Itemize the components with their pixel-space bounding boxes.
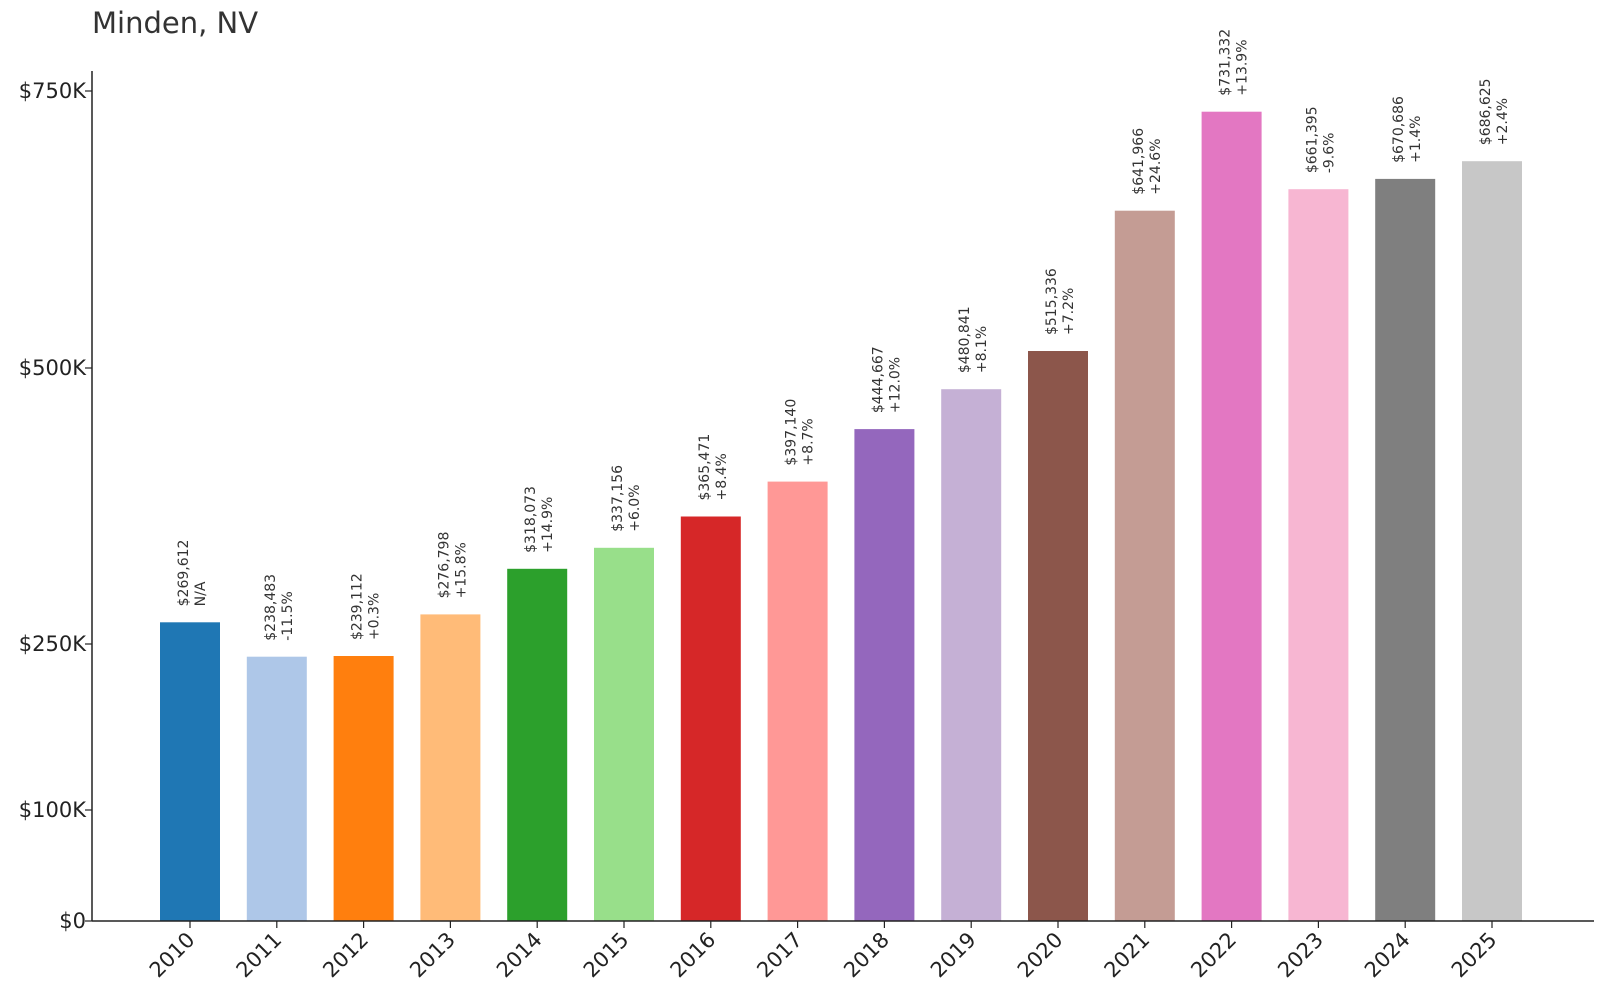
bar-2020 — [1028, 351, 1088, 921]
x-tick-label: 2019 — [926, 928, 981, 983]
data-labels-layer: $269,612 N/A $238,483 -11.5% $239,112 +0.3% $2… — [176, 29, 1511, 641]
bar-2016 — [680, 516, 741, 921]
value-label: $238,483 — [263, 574, 279, 641]
value-label: $239,112 — [350, 573, 366, 640]
value-label: $670,686 — [1391, 96, 1407, 163]
x-tick-label: 2020 — [1013, 928, 1068, 983]
change-label: +8.1% — [974, 326, 990, 373]
value-label: $365,471 — [697, 434, 713, 501]
bar-2011 — [246, 656, 307, 921]
x-tick-label: 2011 — [232, 928, 287, 983]
x-tick-label: 2023 — [1273, 928, 1328, 983]
change-label: +8.7% — [801, 418, 817, 465]
bar-2014 — [507, 568, 568, 921]
change-label: +8.4% — [714, 453, 730, 500]
x-tick-label: 2025 — [1447, 928, 1502, 983]
change-label: +15.8% — [453, 542, 469, 598]
change-label: +2.4% — [1495, 98, 1511, 145]
bar-2024 — [1375, 178, 1436, 921]
change-label: +12.0% — [887, 357, 903, 413]
value-label: $318,073 — [523, 486, 539, 553]
bar-2012 — [333, 656, 394, 921]
value-label: $515,336 — [1044, 268, 1060, 335]
bar-2023 — [1288, 189, 1349, 921]
x-tick-label: 2012 — [318, 928, 373, 983]
value-label: $397,140 — [784, 399, 800, 466]
change-label: +1.4% — [1408, 116, 1424, 163]
bar-2010 — [160, 622, 220, 921]
value-label: $686,625 — [1478, 78, 1494, 145]
value-label: $276,798 — [436, 532, 452, 599]
bar-2021 — [1114, 210, 1175, 921]
y-tick-label: $250K — [19, 632, 87, 656]
x-tick-label: 2015 — [579, 928, 634, 983]
y-tick-label: $0 — [59, 909, 86, 933]
x-tick-label: 2024 — [1360, 928, 1415, 983]
bar-2025 — [1462, 161, 1522, 921]
x-tick-label: 2014 — [492, 928, 547, 983]
value-label: $480,841 — [957, 306, 973, 373]
change-label: +13.9% — [1235, 39, 1251, 95]
value-label: $269,612 — [176, 540, 192, 607]
change-label: -11.5% — [280, 591, 296, 641]
x-ticks-layer: 2010 2011 2012 2013 2014 2015 2016 2017 2018 2019… — [145, 921, 1502, 982]
x-tick-label: 2021 — [1100, 928, 1155, 983]
x-tick-label: 2010 — [145, 928, 200, 983]
value-label: $641,966 — [1131, 128, 1147, 195]
bar-2018 — [854, 429, 915, 921]
bar-2015 — [594, 547, 654, 921]
y-tick-label: $500K — [19, 356, 87, 380]
change-label: +14.9% — [540, 497, 556, 553]
x-tick-label: 2018 — [839, 928, 894, 983]
bar-2022 — [1201, 111, 1262, 921]
change-label: +24.6% — [1148, 138, 1164, 194]
change-label: N/A — [193, 581, 209, 606]
bar-2017 — [767, 481, 828, 921]
value-label: $444,667 — [870, 346, 886, 413]
axes-layer — [91, 71, 1594, 922]
bars-layer — [160, 111, 1522, 921]
y-ticks-layer: $0 $100K $250K $500K $750K — [19, 79, 92, 933]
change-label: +0.3% — [367, 593, 383, 640]
x-tick-label: 2016 — [666, 928, 721, 983]
change-label: +7.2% — [1061, 288, 1077, 335]
bar-2013 — [420, 614, 481, 921]
x-tick-label: 2017 — [752, 928, 807, 983]
change-label: +6.0% — [627, 484, 643, 531]
value-label: $731,332 — [1218, 29, 1234, 96]
x-tick-label: 2022 — [1186, 928, 1241, 983]
bar-2019 — [941, 389, 1002, 921]
change-label: -9.6% — [1321, 133, 1337, 174]
value-label: $661,395 — [1304, 106, 1320, 173]
y-tick-label: $750K — [19, 79, 87, 103]
y-tick-label: $100K — [19, 798, 87, 822]
x-tick-label: 2013 — [405, 928, 460, 983]
value-label: $337,156 — [610, 465, 626, 532]
chart-title: Minden, NV — [92, 6, 259, 40]
